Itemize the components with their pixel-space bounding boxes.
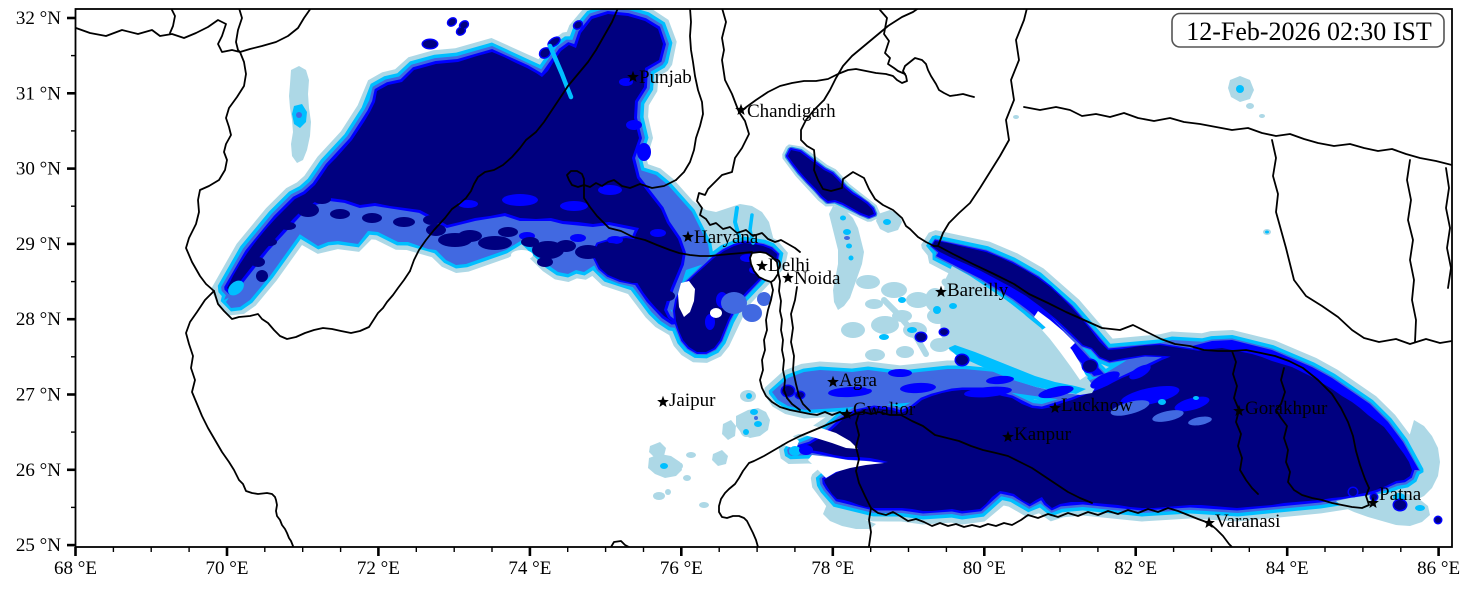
svg-text:68 °E: 68 °E <box>54 558 97 579</box>
svg-text:Patna: Patna <box>1379 484 1422 505</box>
svg-text:76 °E: 76 °E <box>660 558 703 579</box>
svg-text:Gorakhpur: Gorakhpur <box>1245 398 1328 419</box>
svg-text:Noida: Noida <box>794 268 841 289</box>
svg-text:80 °E: 80 °E <box>963 558 1006 579</box>
svg-text:Jaipur: Jaipur <box>669 390 716 411</box>
svg-text:Varanasi: Varanasi <box>1215 511 1280 532</box>
svg-text:Lucknow: Lucknow <box>1061 395 1133 416</box>
svg-text:70 °E: 70 °E <box>206 558 249 579</box>
svg-text:Gwalior: Gwalior <box>853 399 916 420</box>
svg-text:78 °E: 78 °E <box>811 558 854 579</box>
svg-text:30 °N: 30 °N <box>16 159 61 180</box>
svg-text:27 °N: 27 °N <box>16 385 61 406</box>
svg-text:26 °N: 26 °N <box>16 460 61 481</box>
svg-text:25 °N: 25 °N <box>16 535 61 556</box>
svg-text:32 °N: 32 °N <box>16 8 61 29</box>
svg-text:Agra: Agra <box>839 370 878 391</box>
svg-text:Chandigarh: Chandigarh <box>747 101 836 122</box>
svg-text:Delhi: Delhi <box>768 255 810 276</box>
svg-text:74 °E: 74 °E <box>508 558 551 579</box>
svg-text:12-Feb-2026 02:30 IST: 12-Feb-2026 02:30 IST <box>1186 17 1432 46</box>
svg-text:72 °E: 72 °E <box>357 558 400 579</box>
svg-text:31 °N: 31 °N <box>16 83 61 104</box>
svg-text:Punjab: Punjab <box>639 67 692 88</box>
svg-text:Bareilly: Bareilly <box>947 280 1009 301</box>
svg-text:84 °E: 84 °E <box>1266 558 1309 579</box>
svg-text:Kanpur: Kanpur <box>1014 424 1072 445</box>
svg-text:82 °E: 82 °E <box>1114 558 1157 579</box>
svg-text:29 °N: 29 °N <box>16 234 61 255</box>
svg-text:28 °N: 28 °N <box>16 309 61 330</box>
svg-text:86 °E: 86 °E <box>1417 558 1460 579</box>
svg-text:Haryana: Haryana <box>694 227 759 248</box>
